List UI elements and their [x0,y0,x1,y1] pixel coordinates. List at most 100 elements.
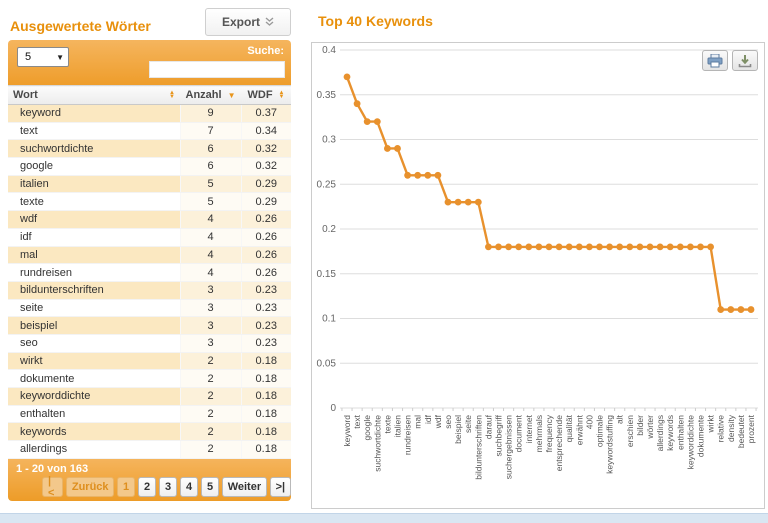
column-header-wdf[interactable]: WDF ▲ ▼ [241,85,291,105]
svg-text:mal: mal [413,415,423,429]
word-cell: keyword [8,104,180,123]
svg-text:internet: internet [524,414,534,443]
page-1-button: 1 [117,476,136,497]
svg-text:relative: relative [716,415,726,443]
column-label: Wort [13,89,38,101]
svg-text:suchbegriff: suchbegriff [494,414,504,456]
search-input[interactable] [149,61,285,78]
svg-text:dokumente: dokumente [696,415,706,457]
prev-page-button: Zurück [66,476,115,497]
svg-text:texte: texte [382,415,392,434]
table-row[interactable]: wdf 4 0.26 [8,210,291,229]
count-cell: 2 [180,352,241,371]
count-cell: 3 [180,334,241,353]
chart-title: Top 40 Keywords [318,13,433,29]
word-cell: text [8,122,180,141]
svg-text:0.15: 0.15 [317,269,337,280]
count-cell: 7 [180,122,241,141]
series-line [345,76,751,311]
table-row[interactable]: seite 3 0.23 [8,299,291,318]
table-row[interactable]: rundreisen 4 0.26 [8,263,291,282]
table-row[interactable]: mal 4 0.26 [8,246,291,265]
wdf-cell: 0.23 [241,299,291,318]
svg-text:0.2: 0.2 [322,224,336,235]
panel-titlebar: Ausgewertete Wörter Export [8,8,291,40]
table-row[interactable]: texte 5 0.29 [8,192,291,212]
chevron-down-icon: ▼ [56,52,64,62]
table-row[interactable]: italien 5 0.29 [8,175,291,194]
wdf-cell: 0.23 [241,316,291,335]
svg-text:suchergebnissen: suchergebnissen [504,415,514,480]
svg-text:google: google [362,415,372,441]
download-chart-button[interactable] [732,50,758,71]
word-cell: italien [8,175,180,194]
next-page-button[interactable]: Weiter [222,476,267,497]
svg-text:idf: idf [423,414,433,424]
svg-text:erschien: erschien [625,415,635,447]
count-cell: 4 [180,228,241,247]
wdf-cell: 0.32 [241,139,291,159]
table-row[interactable]: enthalten 2 0.18 [8,405,291,424]
search-label: Suche: [247,45,284,57]
wdf-cell: 0.26 [241,246,291,265]
wdf-cell: 0.29 [241,192,291,212]
column-header-wort[interactable]: Wort ▲ ▼ [8,85,180,105]
last-page-button[interactable]: >| [269,476,291,497]
table-row[interactable]: suchwortdichte 6 0.32 [8,139,291,159]
svg-text:rundreisen: rundreisen [403,415,413,455]
word-cell: dokumente [8,369,180,388]
svg-text:400: 400 [584,415,594,429]
svg-text:0.1: 0.1 [322,314,336,325]
svg-text:0: 0 [330,403,336,414]
sort-both-icon: ▲ ▼ [169,90,175,100]
word-cell: texte [8,192,180,212]
table-row[interactable]: beispiel 3 0.23 [8,316,291,335]
export-button[interactable]: Export [205,8,291,36]
wdf-cell: 0.34 [241,122,291,141]
page-5-button[interactable]: 5 [201,476,220,497]
table-row[interactable]: google 6 0.32 [8,157,291,176]
page-4-button[interactable]: 4 [180,476,199,497]
wdf-cell: 0.26 [241,228,291,247]
page-3-button[interactable]: 3 [159,476,178,497]
table-row[interactable]: bildunterschriften 3 0.23 [8,281,291,300]
page-title: Ausgewertete Wörter [10,18,151,34]
table-row[interactable]: keyword 9 0.37 [8,104,291,123]
svg-text:bildunterschriften: bildunterschriften [473,415,483,480]
svg-text:enthalten: enthalten [675,415,685,450]
page-size-value: 5 [25,51,32,63]
table-row[interactable]: keyworddichte 2 0.18 [8,387,291,406]
count-cell: 2 [180,369,241,388]
count-cell: 9 [180,104,241,123]
wdf-cell: 0.26 [241,263,291,282]
table-row[interactable]: wirkt 2 0.18 [8,352,291,371]
count-cell: 5 [180,192,241,212]
footer-strip [0,513,768,523]
svg-text:prozent: prozent [746,414,756,443]
table-row[interactable]: seo 3 0.23 [8,334,291,353]
table-row[interactable]: dokumente 2 0.18 [8,369,291,388]
page-size-select[interactable]: 5 ▼ [17,47,69,67]
word-cell: mal [8,246,180,265]
table-row[interactable]: allerdings 2 0.18 [8,440,291,459]
table-row[interactable]: keywords 2 0.18 [8,422,291,442]
svg-text:keywordstuffing: keywordstuffing [605,415,615,474]
word-cell: keywords [8,422,180,442]
print-chart-button[interactable] [702,50,728,71]
column-header-anzahl[interactable]: Anzahl ▼ [180,85,241,105]
count-cell: 2 [180,440,241,459]
count-cell: 3 [180,316,241,335]
table-row[interactable]: idf 4 0.26 [8,228,291,247]
page-2-button[interactable]: 2 [138,476,157,497]
count-cell: 2 [180,422,241,442]
svg-text:suchwortdichte: suchwortdichte [372,415,382,472]
table-row[interactable]: text 7 0.34 [8,122,291,141]
download-icon [738,54,752,67]
svg-text:0.4: 0.4 [322,45,336,56]
svg-text:wörter: wörter [645,415,655,440]
svg-text:keyworddichte: keyworddichte [685,415,695,470]
svg-text:darauf: darauf [483,414,493,439]
wdf-cell: 0.18 [241,387,291,406]
svg-text:bilder: bilder [635,415,645,436]
word-cell: allerdings [8,440,180,459]
